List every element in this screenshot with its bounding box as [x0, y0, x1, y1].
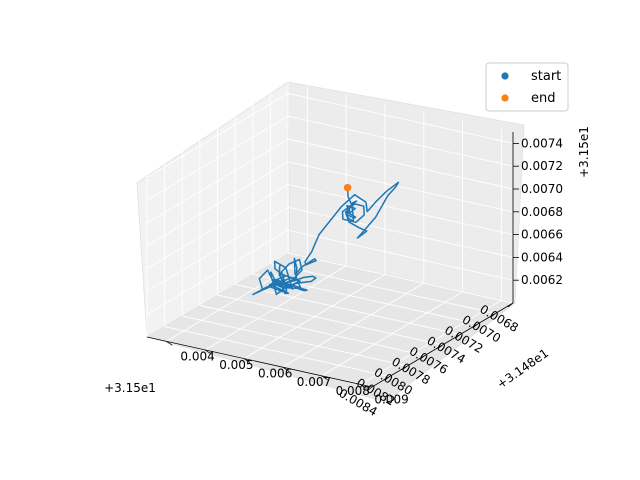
x-gridline-floor	[164, 326, 390, 377]
legend-end-label: end	[531, 91, 556, 106]
y-tick-label: 0.007	[297, 375, 331, 389]
z-tick-labels: 0.0062 0.0064 0.0066 0.0068 0.0070 0.0072 0.00…	[513, 136, 563, 287]
legend: start end	[485, 62, 569, 112]
y-tick-mark	[282, 366, 289, 372]
trajectory-series	[252, 181, 400, 296]
z-gridline-left	[146, 115, 289, 201]
trajectory-line	[252, 181, 400, 296]
z-gridline-right	[287, 138, 514, 190]
legend-start-label: start	[531, 69, 561, 84]
x-tick-mark	[507, 302, 514, 308]
z-tick-label: 0.0070	[521, 182, 563, 196]
x-tick-mark	[490, 313, 496, 318]
y-tick-mark	[360, 384, 367, 389]
y-tick-labels: 0.004 0.005 0.006 0.007 0.008 0.009	[166, 340, 409, 406]
y-offset-label: +3.148e1	[494, 346, 551, 392]
y-gridline-floor	[360, 300, 502, 385]
y-tick-mark	[321, 375, 328, 381]
x-gridline-floor	[235, 284, 461, 335]
z-gridline-right	[287, 161, 514, 213]
x-offset-label: +3.15e1	[104, 381, 156, 395]
y-tick-mark	[243, 358, 251, 363]
x-tick-mark	[437, 344, 443, 350]
y-tick-label: 0.004	[180, 349, 214, 363]
y-gridline-floor	[282, 282, 425, 368]
z-gridline-left	[146, 93, 289, 178]
x-gridline-floor	[182, 315, 408, 367]
z-gridline-right	[287, 115, 514, 167]
y-axis-line	[146, 336, 373, 388]
trajectory-markers	[344, 184, 352, 192]
x-gridline-floor	[270, 263, 496, 314]
y-gridline-floor	[321, 291, 463, 377]
z-gridline-left	[146, 184, 289, 269]
legend-start-marker	[501, 72, 509, 80]
z-tick-label: 0.0066	[521, 228, 563, 242]
x-gridline-floor	[199, 305, 425, 356]
z-gridline-right	[287, 92, 514, 144]
z-gridline-right	[287, 229, 514, 281]
y-gridline-floor	[204, 265, 347, 351]
legend-end-marker	[501, 94, 509, 102]
z-gridline-left	[146, 161, 289, 247]
y-tick-mark	[166, 340, 173, 346]
x-gridline-floor	[287, 252, 514, 304]
x-tick-mark	[472, 323, 478, 329]
grid-lines	[146, 82, 514, 388]
z-gridline-right	[287, 184, 514, 236]
z-tick-label: 0.0072	[521, 159, 563, 173]
floor-pane	[145, 252, 516, 403]
z-tick-label: 0.0062	[521, 273, 563, 287]
x-tick-mark	[454, 334, 461, 339]
y-gridline-floor	[166, 256, 308, 342]
z-offset-label: +3.15e1	[577, 126, 591, 178]
z-gridline-left	[146, 207, 289, 292]
x-tick-mark	[366, 386, 373, 392]
z-gridline-right	[287, 206, 514, 258]
x-tick-mark	[384, 376, 390, 381]
z-gridline-left	[146, 138, 289, 224]
y-tick-label: 0.005	[219, 358, 253, 372]
z-gridline-left	[146, 229, 289, 315]
end-marker	[344, 184, 352, 192]
x-tick-mark	[402, 365, 408, 371]
z-tick-label: 0.0064	[521, 250, 563, 264]
y-tick-mark	[204, 349, 212, 355]
y-tick-label: 0.009	[374, 392, 408, 406]
y-tick-label: 0.006	[258, 367, 292, 381]
y-gridline-floor	[243, 274, 386, 359]
x-gridline-floor	[217, 294, 443, 346]
x-tick-mark	[419, 355, 426, 360]
z-tick-label: 0.0068	[521, 205, 563, 219]
y-tick-label: 0.008	[336, 384, 370, 398]
z-tick-label: 0.0074	[521, 136, 563, 150]
